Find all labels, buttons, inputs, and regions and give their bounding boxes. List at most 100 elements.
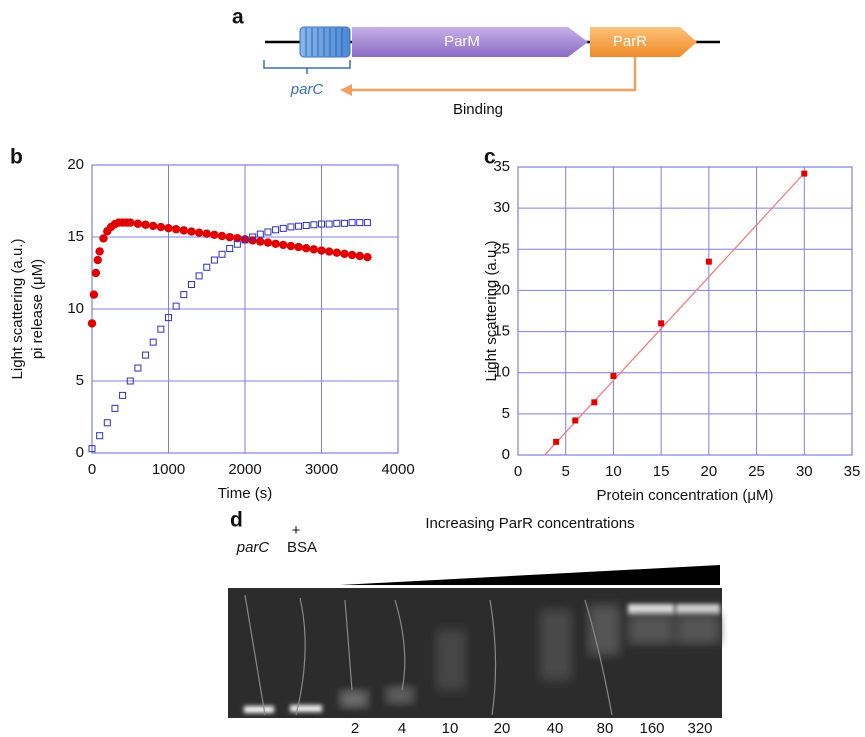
gel-title: Increasing ParR concentrations bbox=[425, 515, 634, 532]
data-point bbox=[340, 250, 348, 258]
data-point bbox=[227, 246, 233, 252]
data-point bbox=[334, 220, 340, 226]
x-tick-label: 0 bbox=[88, 461, 96, 478]
data-point bbox=[271, 240, 279, 248]
data-point bbox=[357, 220, 363, 226]
x-tick-label: 20 bbox=[701, 463, 718, 480]
lane-label: parC bbox=[236, 539, 270, 556]
data-point bbox=[256, 237, 264, 245]
data-point bbox=[90, 290, 98, 298]
figure: a ParM ParR parC Binding d parC + BSA In… bbox=[0, 0, 865, 737]
data-point bbox=[364, 220, 370, 226]
data-point bbox=[317, 246, 325, 254]
plot-frame bbox=[518, 167, 852, 455]
y-tick-label: 0 bbox=[76, 444, 84, 461]
data-point bbox=[188, 282, 194, 288]
data-point bbox=[280, 225, 286, 231]
data-point bbox=[181, 292, 187, 298]
x-tick-label: 3000 bbox=[305, 461, 338, 478]
data-point bbox=[348, 251, 356, 259]
y-axis-label: pi release (μM) bbox=[29, 259, 46, 359]
site-label: parC bbox=[290, 81, 324, 98]
panel-label: d bbox=[230, 509, 243, 532]
lane-label: 160 bbox=[639, 720, 664, 737]
data-point bbox=[226, 233, 234, 241]
y-axis-label: Light scattering (a.u.) bbox=[9, 239, 26, 380]
data-point bbox=[706, 259, 712, 265]
y-tick-label: 35 bbox=[493, 158, 510, 175]
data-point bbox=[172, 225, 180, 233]
lane-label: 4 bbox=[398, 720, 406, 737]
data-point bbox=[265, 229, 271, 235]
data-point bbox=[150, 339, 156, 345]
trendline bbox=[545, 171, 806, 455]
concentration-wedge bbox=[340, 565, 720, 585]
data-point bbox=[294, 243, 302, 251]
data-point bbox=[143, 352, 149, 358]
data-point bbox=[363, 253, 371, 261]
y-axis-label: Light scattering (a.u.) bbox=[483, 241, 500, 382]
data-point bbox=[219, 251, 225, 257]
x-tick-label: 25 bbox=[748, 463, 765, 480]
data-point bbox=[120, 392, 126, 398]
x-tick-label: 2000 bbox=[228, 461, 261, 478]
data-point bbox=[218, 232, 226, 240]
y-tick-label: 5 bbox=[76, 372, 84, 389]
data-point bbox=[196, 273, 202, 279]
x-tick-label: 0 bbox=[514, 463, 522, 480]
data-point bbox=[180, 226, 188, 234]
data-point bbox=[126, 218, 134, 226]
data-point bbox=[303, 222, 309, 228]
arrow-label: Binding bbox=[453, 101, 503, 118]
x-tick-label: 5 bbox=[562, 463, 570, 480]
x-tick-label: 4000 bbox=[381, 461, 414, 478]
y-tick-label: 5 bbox=[502, 405, 510, 422]
x-tick-label: 35 bbox=[844, 463, 861, 480]
lane-label: 40 bbox=[547, 720, 564, 737]
data-point bbox=[264, 238, 272, 246]
data-point bbox=[325, 247, 333, 255]
data-point bbox=[104, 420, 110, 426]
panel-d: d parC + BSA Increasing ParR concentrati… bbox=[228, 509, 722, 737]
data-point bbox=[296, 223, 302, 229]
data-point bbox=[164, 224, 172, 232]
data-point bbox=[157, 223, 165, 231]
y-tick-label: 20 bbox=[67, 156, 84, 173]
lane-label: BSA bbox=[287, 539, 317, 556]
lane-label: 10 bbox=[442, 720, 459, 737]
data-point bbox=[158, 326, 164, 332]
data-point bbox=[257, 231, 263, 237]
y-tick-label: 0 bbox=[502, 446, 510, 463]
data-point bbox=[279, 241, 287, 249]
arrowhead bbox=[340, 84, 352, 96]
data-point bbox=[553, 439, 559, 445]
panel-label: b bbox=[10, 146, 23, 169]
binding-arrow bbox=[350, 57, 635, 90]
data-point bbox=[187, 227, 195, 235]
data-point bbox=[273, 227, 279, 233]
lane-label: 2 bbox=[351, 720, 359, 737]
y-tick-label: 15 bbox=[67, 228, 84, 245]
gene-label: ParM bbox=[444, 33, 480, 50]
x-tick-label: 1000 bbox=[152, 461, 185, 478]
data-point bbox=[203, 229, 211, 237]
page: a ParM ParR parC Binding d parC + BSA In… bbox=[0, 0, 865, 737]
data-point bbox=[287, 242, 295, 250]
data-point bbox=[173, 303, 179, 309]
data-point bbox=[591, 399, 597, 405]
x-axis-label: Protein concentration (μM) bbox=[596, 487, 773, 504]
concentration-labels: 2410204080160320 bbox=[351, 720, 713, 737]
bracket bbox=[264, 60, 350, 74]
data-point bbox=[92, 269, 100, 277]
data-point bbox=[204, 264, 210, 270]
lane-label: 80 bbox=[597, 720, 614, 737]
data-point bbox=[97, 433, 103, 439]
y-tick-label: 10 bbox=[67, 300, 84, 317]
data-point bbox=[94, 256, 102, 264]
data-point bbox=[112, 405, 118, 411]
data-point bbox=[326, 221, 332, 227]
x-tick-label: 30 bbox=[796, 463, 813, 480]
x-tick-label: 15 bbox=[653, 463, 670, 480]
data-point bbox=[288, 224, 294, 230]
data-point bbox=[311, 222, 317, 228]
